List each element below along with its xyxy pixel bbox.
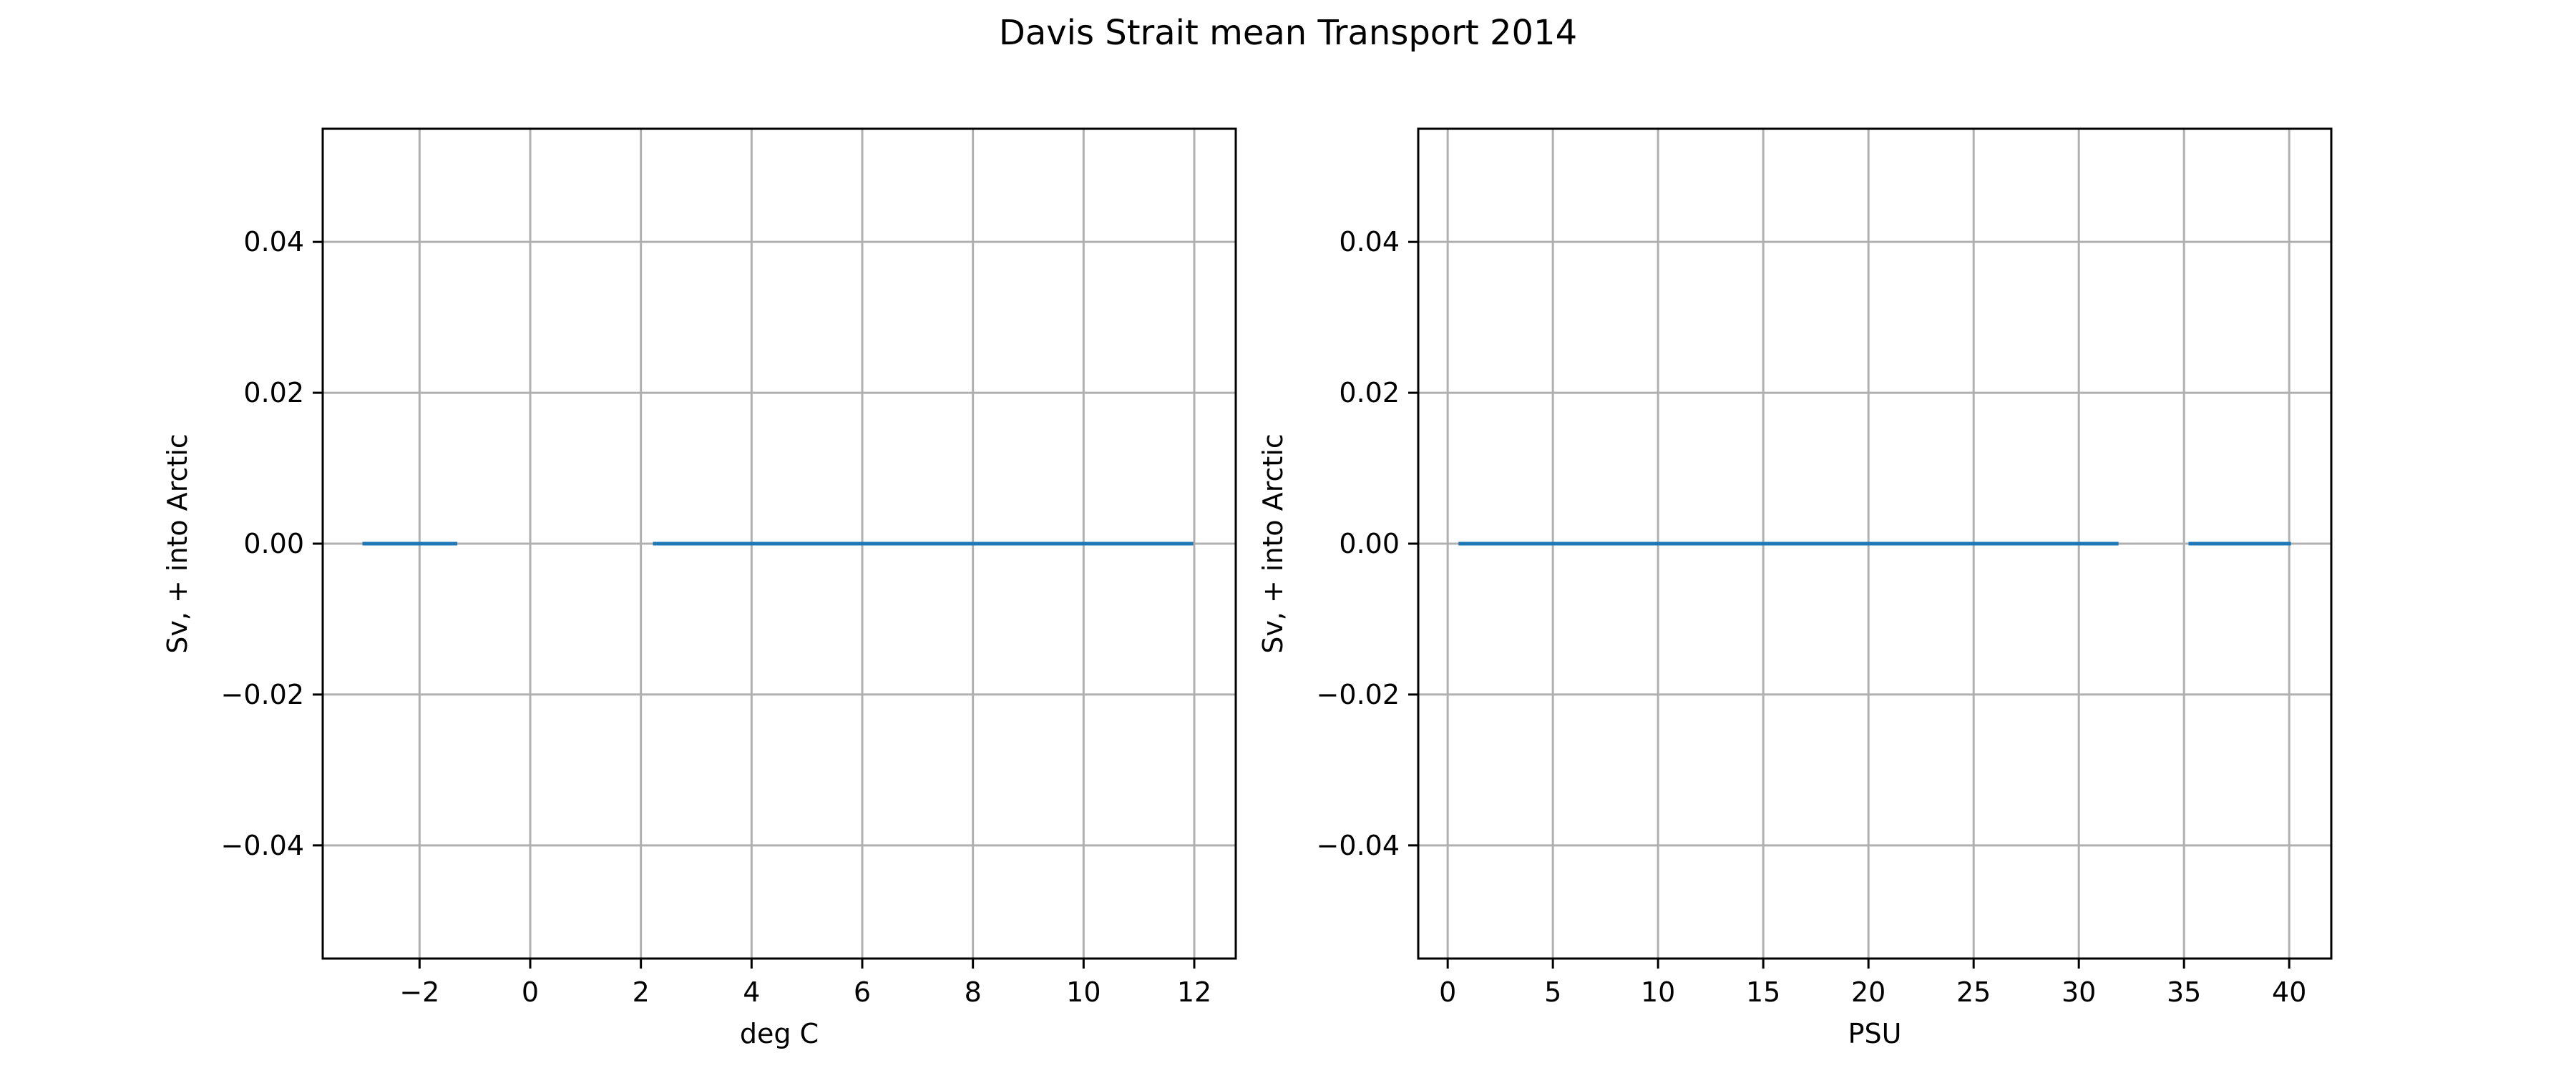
x-tick-label: 4 (743, 976, 760, 1008)
x-tick-label: 35 (2167, 976, 2201, 1008)
x-tick-label: 10 (1641, 976, 1675, 1008)
x-tick-label: 30 (2062, 976, 2096, 1008)
x-tick-label: 10 (1066, 976, 1101, 1008)
x-tick-label: 25 (1956, 976, 1991, 1008)
y-axis-label: Sv, + into Arctic (162, 433, 193, 654)
x-axis-label: deg C (740, 1018, 819, 1049)
panel-salinity: 0 5 10 15 20 25 30 35 40 −0.04 −0.02 0.00 0.02 0.04 PS… (1257, 127, 2333, 1049)
x-tick-label: 20 (1851, 976, 1885, 1008)
x-tick-label: 40 (2272, 976, 2306, 1008)
y-tick-label: −0.04 (221, 830, 304, 861)
y-tick-label: 0.00 (243, 528, 304, 559)
x-tick-label: 2 (633, 976, 650, 1008)
x-tick-label: 5 (1544, 976, 1561, 1008)
y-tick-label: −0.02 (1317, 679, 1400, 710)
x-tick-label: 8 (965, 976, 982, 1008)
x-tick-label: −2 (399, 976, 439, 1008)
y-axis-label: Sv, + into Arctic (1257, 433, 1289, 654)
x-tick-label: 6 (854, 976, 871, 1008)
x-axis-label: PSU (1848, 1018, 1902, 1049)
figure-title: Davis Strait mean Transport 2014 (999, 13, 1577, 53)
panel-temperature: −2 0 2 4 6 8 10 12 −0.04 −0.02 0.00 0.02 0.04 deg C Sv… (162, 127, 1237, 1049)
y-tick-label: 0.04 (1339, 226, 1400, 258)
y-tick-label: 0.02 (243, 377, 304, 408)
y-tick-label: 0.00 (1339, 528, 1400, 559)
x-tick-label: 12 (1177, 976, 1211, 1008)
x-tick-label: 0 (1439, 976, 1456, 1008)
y-tick-label: 0.02 (1339, 377, 1400, 408)
y-tick-label: −0.04 (1317, 830, 1400, 861)
y-tick-label: 0.04 (243, 226, 304, 258)
x-tick-label: 0 (522, 976, 539, 1008)
y-tick-label: −0.02 (221, 679, 304, 710)
x-tick-label: 15 (1746, 976, 1780, 1008)
